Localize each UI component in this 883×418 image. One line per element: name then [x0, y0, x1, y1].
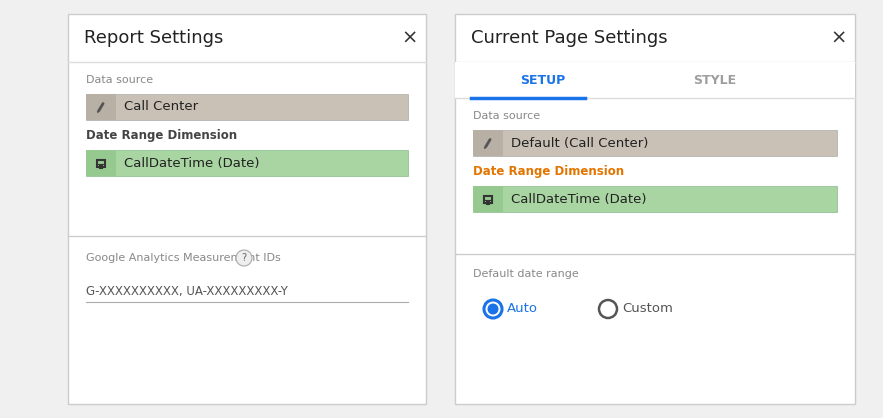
Bar	[97, 160, 105, 167]
Circle shape	[487, 303, 499, 314]
Bar	[473, 130, 503, 156]
Text: Custom: Custom	[622, 303, 673, 316]
Text: Default (Call Center): Default (Call Center)	[511, 137, 648, 150]
Bar	[473, 130, 837, 156]
Bar	[473, 186, 503, 212]
Text: CallDateTime (Date): CallDateTime (Date)	[124, 156, 260, 170]
Bar	[86, 150, 408, 176]
Text: ×: ×	[831, 28, 847, 48]
Bar	[484, 196, 492, 203]
Text: STYLE: STYLE	[693, 74, 736, 87]
Bar	[86, 94, 116, 120]
Bar	[455, 62, 855, 98]
Text: Call Center: Call Center	[124, 100, 198, 114]
Text: Date Range Dimension: Date Range Dimension	[86, 130, 238, 143]
Text: CallDateTime (Date): CallDateTime (Date)	[511, 193, 646, 206]
Bar	[455, 14, 855, 404]
Text: Report Settings: Report Settings	[84, 29, 223, 47]
Text: ×: ×	[402, 28, 419, 48]
Bar	[473, 186, 837, 212]
Text: Default date range: Default date range	[473, 269, 578, 279]
Text: Date Range Dimension: Date Range Dimension	[473, 166, 624, 178]
Text: Google Analytics Measurement IDs: Google Analytics Measurement IDs	[86, 253, 281, 263]
Text: Data source: Data source	[86, 75, 153, 85]
Circle shape	[236, 250, 252, 266]
Text: ?: ?	[241, 253, 246, 263]
Text: Data source: Data source	[473, 111, 540, 121]
Text: G-XXXXXXXXXX, UA-XXXXXXXXX-Y: G-XXXXXXXXXX, UA-XXXXXXXXX-Y	[86, 285, 288, 298]
Circle shape	[599, 300, 617, 318]
Text: SETUP: SETUP	[520, 74, 566, 87]
Bar	[68, 14, 426, 404]
Text: Current Page Settings: Current Page Settings	[471, 29, 668, 47]
Bar	[86, 94, 408, 120]
Text: Auto: Auto	[507, 303, 538, 316]
Bar	[86, 150, 116, 176]
Circle shape	[484, 300, 502, 318]
